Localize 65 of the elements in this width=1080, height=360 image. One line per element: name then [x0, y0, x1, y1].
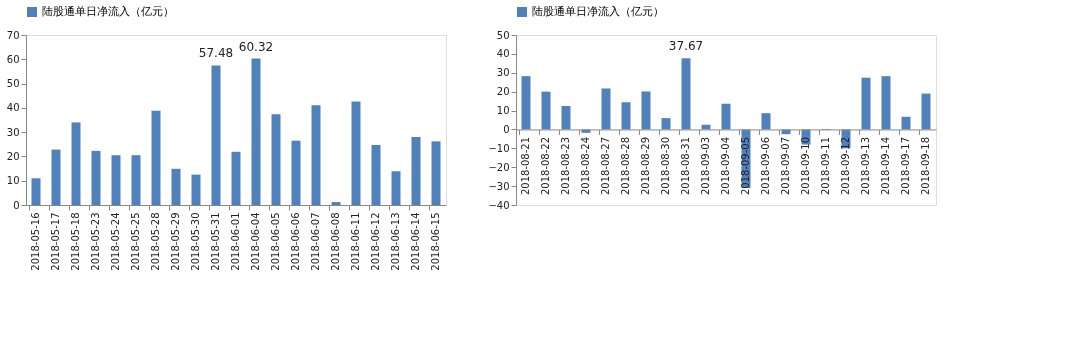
- y-tick-label: 40: [496, 48, 510, 60]
- x-tick-label: 2018-08-30: [660, 136, 671, 196]
- x-tick-label: 2018-08-22: [540, 136, 551, 196]
- x-tick-label: 2018-05-24: [110, 212, 121, 271]
- x-tick-label: 2018-06-13: [390, 212, 401, 271]
- x-tick-label: 2018-05-16: [30, 212, 41, 271]
- x-tick-label: 2018-09-07: [780, 136, 791, 196]
- data-label: 37.67: [668, 39, 704, 54]
- x-tick-label: 2018-06-06: [290, 212, 301, 271]
- data-label: 57.48: [198, 46, 234, 61]
- x-tick-label: 2018-09-03: [700, 136, 711, 196]
- x-tick-label: 2018-08-27: [600, 136, 611, 196]
- x-tick-label: 2018-06-01: [230, 212, 241, 271]
- x-tick-label: 2018-05-31: [210, 212, 221, 271]
- y-tick-label: 10: [496, 105, 510, 117]
- x-tick-label: 2018-06-11: [350, 212, 361, 271]
- x-tick-label: 2018-08-28: [620, 136, 631, 196]
- y-tick-label: 50: [6, 78, 20, 90]
- x-tick-label: 2018-06-07: [310, 212, 321, 271]
- x-tick-label: 2018-05-29: [170, 212, 181, 271]
- x-tick-label: 2018-05-28: [150, 212, 161, 271]
- x-tick-label: 2018-06-15: [430, 212, 441, 271]
- x-tick-label: 2018-06-04: [250, 212, 261, 271]
- x-tick-label: 2018-09-13: [860, 136, 871, 196]
- x-tick-label: 2018-08-23: [560, 136, 571, 196]
- x-tick-label: 2018-05-18: [70, 212, 81, 271]
- y-tick-label: 10: [6, 175, 20, 187]
- y-tick-label: 40: [6, 102, 20, 114]
- y-tick-label: 20: [6, 150, 20, 162]
- x-tick-label: 2018-09-18: [920, 136, 931, 196]
- y-tick-label: 30: [496, 67, 510, 79]
- x-tick-label: 2018-09-05: [740, 136, 751, 196]
- y-tick-label: 30: [6, 126, 20, 138]
- data-label: 60.32: [238, 39, 274, 54]
- y-tick-label: 60: [6, 53, 20, 65]
- x-tick-label: 2018-05-25: [130, 212, 141, 271]
- x-tick-label: 2018-05-30: [190, 212, 201, 271]
- x-tick-label: 2018-09-11: [820, 136, 831, 196]
- x-tick-label: 2018-08-24: [580, 136, 591, 196]
- x-tick-label: 2018-09-14: [880, 136, 891, 196]
- x-tick-label: 2018-05-17: [50, 212, 61, 271]
- y-tick-label: 0: [13, 199, 20, 211]
- x-tick-label: 2018-08-21: [520, 136, 531, 196]
- legend-label: 陆股通单日净流入（亿元）: [42, 5, 174, 18]
- x-tick-label: 2018-09-04: [720, 136, 731, 196]
- legend-label: 陆股通单日净流入（亿元）: [532, 5, 664, 18]
- y-tick-label: −10: [488, 142, 510, 154]
- y-tick-label: 70: [6, 29, 20, 41]
- x-tick-label: 2018-09-10: [800, 136, 811, 196]
- x-tick-label: 2018-09-17: [900, 136, 911, 196]
- y-tick-label: −20: [488, 161, 510, 173]
- x-tick-label: 2018-05-23: [90, 212, 101, 271]
- y-tick-label: −40: [488, 199, 510, 211]
- x-tick-label: 2018-09-12: [840, 136, 851, 196]
- y-tick-label: 0: [503, 123, 510, 135]
- x-tick-label: 2018-06-14: [410, 212, 421, 271]
- x-tick-label: 2018-06-05: [270, 212, 281, 271]
- y-tick-label: −30: [488, 180, 510, 192]
- y-tick-label: 50: [496, 29, 510, 41]
- x-tick-label: 2018-06-08: [330, 212, 341, 271]
- y-tick-label: 20: [496, 86, 510, 98]
- x-tick-label: 2018-08-31: [680, 136, 691, 196]
- x-tick-label: 2018-06-12: [370, 212, 381, 271]
- x-tick-label: 2018-08-29: [640, 136, 651, 196]
- x-tick-label: 2018-09-06: [760, 136, 771, 196]
